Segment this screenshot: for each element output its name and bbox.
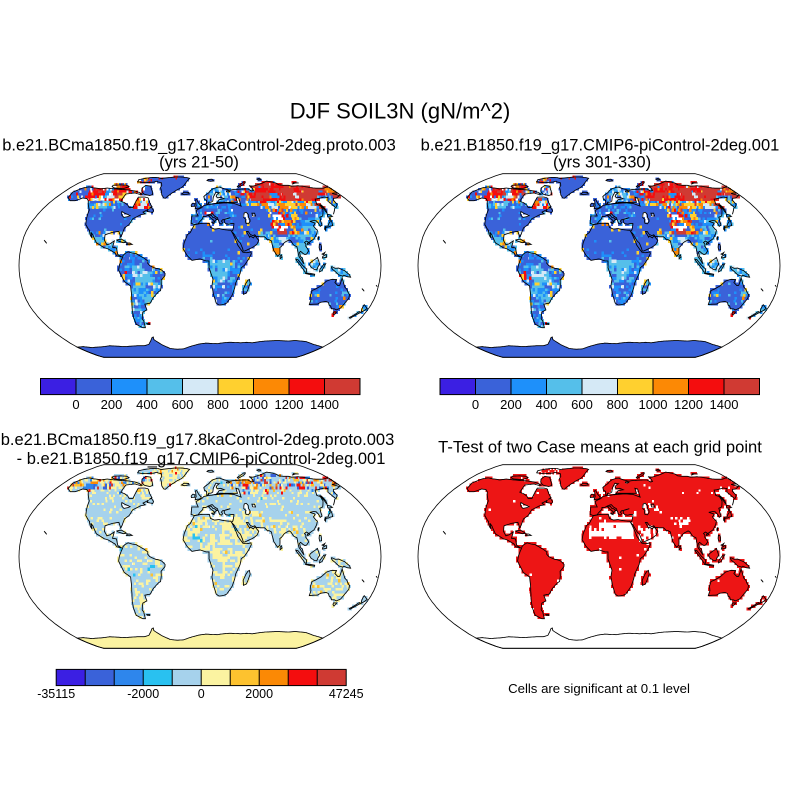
svg-text:800: 800 — [607, 397, 629, 412]
svg-text:-2000: -2000 — [127, 687, 159, 701]
svg-text:800: 800 — [207, 397, 229, 412]
svg-text:200: 200 — [101, 397, 123, 412]
svg-text:1200: 1200 — [674, 397, 703, 412]
svg-text:1200: 1200 — [275, 397, 304, 412]
svg-text:0: 0 — [472, 397, 479, 412]
svg-text:400: 400 — [536, 397, 558, 412]
svg-text:400: 400 — [136, 397, 158, 412]
svg-text:2000: 2000 — [245, 687, 273, 701]
svg-text:Cells are significant at 0.1 l: Cells are significant at 0.1 level — [508, 681, 690, 696]
svg-text:(yrs 301-330): (yrs 301-330) — [553, 153, 651, 171]
svg-text:DJF SOIL3N (gN/m^2): DJF SOIL3N (gN/m^2) — [290, 99, 511, 124]
svg-text:0: 0 — [198, 687, 205, 701]
svg-text:b.e21.BCma1850.f19_g17.8kaCont: b.e21.BCma1850.f19_g17.8kaControl-2deg.p… — [2, 137, 396, 155]
svg-text:47245: 47245 — [329, 687, 364, 701]
svg-text:1400: 1400 — [710, 397, 739, 412]
svg-text:1000: 1000 — [639, 397, 668, 412]
svg-text:1000: 1000 — [239, 397, 268, 412]
svg-text:b.e21.BCma1850.f19_g17.8kaCont: b.e21.BCma1850.f19_g17.8kaControl-2deg.p… — [1, 431, 395, 449]
svg-text:(yrs 21-50): (yrs 21-50) — [159, 153, 239, 171]
svg-text:T-Test of two Case means at ea: T-Test of two Case means at each grid po… — [438, 438, 762, 457]
svg-text:0: 0 — [72, 397, 79, 412]
svg-text:- b.e21.B1850.f19_g17.CMIP6-pi: - b.e21.B1850.f19_g17.CMIP6-piControl-2d… — [17, 450, 386, 468]
svg-text:1400: 1400 — [310, 397, 339, 412]
svg-text:600: 600 — [571, 397, 593, 412]
svg-text:600: 600 — [172, 397, 194, 412]
svg-text:-35115: -35115 — [37, 687, 75, 701]
svg-text:200: 200 — [500, 397, 522, 412]
svg-text:b.e21.B1850.f19_g17.CMIP6-piCo: b.e21.B1850.f19_g17.CMIP6-piControl-2deg… — [421, 137, 780, 155]
